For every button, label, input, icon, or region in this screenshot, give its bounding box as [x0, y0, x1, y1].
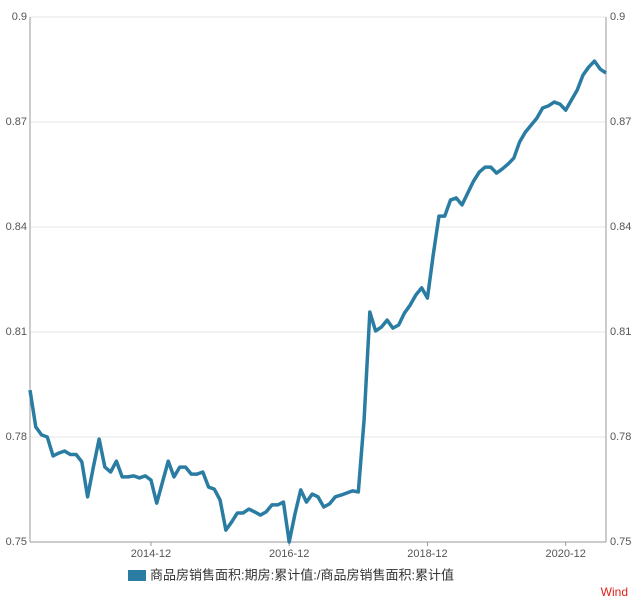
source: Wind — [601, 585, 628, 599]
y2-tick-label: 0.78 — [610, 431, 631, 443]
y2-tick-label: 0.84 — [610, 221, 631, 233]
y-tick-label: 0.75 — [6, 536, 27, 548]
y-tick-label: 0.9 — [12, 11, 27, 23]
x-tick-label: 2018-12 — [407, 548, 447, 560]
y2-tick-label: 0.9 — [610, 11, 625, 23]
y2-tick-label: 0.75 — [610, 536, 631, 548]
y2-tick-label: 0.87 — [610, 116, 631, 128]
legend-label: 商品房销售面积:期房:累计值:/商品房销售面积:累计值 — [150, 567, 454, 582]
y2-tick-label: 0.81 — [610, 326, 631, 338]
y-tick-label: 0.81 — [6, 326, 27, 338]
line — [28, 59, 607, 544]
x-tick-label: 2014-12 — [131, 548, 171, 560]
y-tick-label: 0.84 — [6, 221, 27, 233]
x-tick-label: 2016-12 — [269, 548, 309, 560]
x-tick-label: 2020-12 — [545, 548, 585, 560]
y-tick-label: 0.87 — [6, 116, 27, 128]
y-tick-label: 0.78 — [6, 431, 27, 443]
legend-swatch — [128, 570, 146, 581]
